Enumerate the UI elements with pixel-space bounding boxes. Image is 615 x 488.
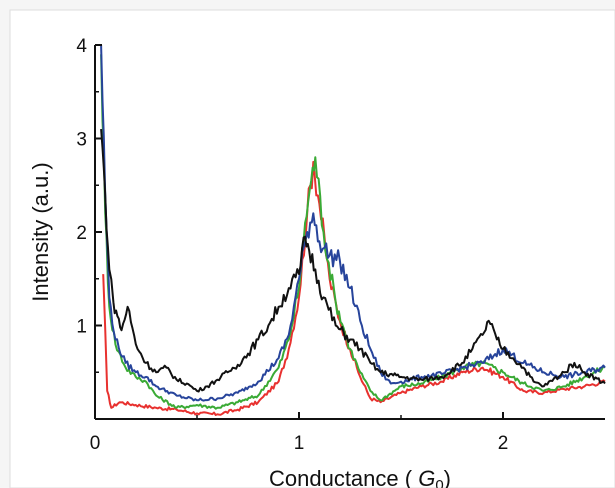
x-axis-title-text: Conductance <box>269 466 399 488</box>
x-axis-title: Conductance ( G0) <box>269 466 451 488</box>
y-axis-title: Intensity (a.u.) <box>28 162 53 301</box>
ticks-layer: 0 1 2 1 2 3 4 <box>76 36 508 454</box>
x-axis-title-subscript: 0 <box>435 477 443 488</box>
y-tick-label: 3 <box>76 130 87 151</box>
x-tick-label: 2 <box>498 433 509 454</box>
x-tick-label: 1 <box>294 433 305 454</box>
y-tick-label: 2 <box>76 223 87 244</box>
series-line-1 <box>102 160 606 416</box>
x-tick-label: 0 <box>90 433 101 454</box>
series-line-4 <box>100 129 606 393</box>
series-line-2 <box>100 54 606 410</box>
x-axis-title-paren-open: ( <box>399 466 419 488</box>
series-layer <box>100 44 606 416</box>
series-line-3 <box>100 44 606 402</box>
x-axis-title-symbol: G <box>418 466 435 488</box>
y-tick-label: 4 <box>76 36 87 57</box>
y-tick-label: 1 <box>76 317 87 338</box>
x-axis-title-paren-close: ) <box>444 466 451 488</box>
